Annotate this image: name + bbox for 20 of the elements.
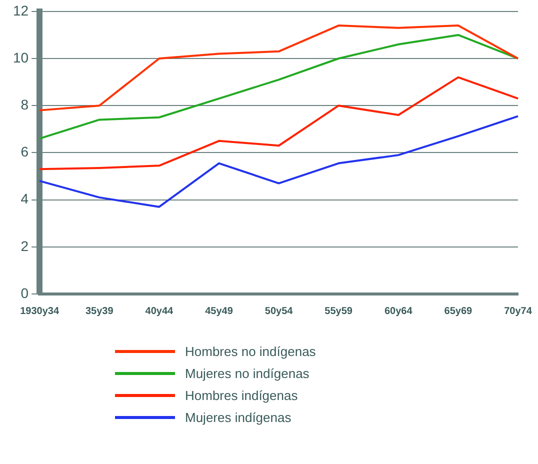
x-tick-label: 65y69 <box>444 306 473 317</box>
legend-label: Mujeres indígenas <box>185 410 292 424</box>
x-tick-label: 35y39 <box>85 306 114 317</box>
x-tick-label: 50y54 <box>264 306 294 317</box>
legend-label: Mujeres no indígenas <box>185 366 310 380</box>
y-tick-label: 10 <box>12 49 29 66</box>
y-tick-label: 12 <box>12 2 29 18</box>
y-tick-label: 2 <box>20 238 29 254</box>
legend-label: Hombres no indígenas <box>185 344 316 358</box>
x-tick-label: 45y49 <box>205 306 234 317</box>
x-tick-label: 1930y34 <box>20 306 60 317</box>
y-tick-label: 6 <box>20 144 29 160</box>
x-tick-label: 55y59 <box>324 306 353 317</box>
x-tick-label: 60y64 <box>384 306 413 317</box>
y-tick-label: 8 <box>20 96 29 112</box>
y-tick-label: 0 <box>20 284 29 301</box>
legend-label: Hombres indígenas <box>185 388 298 402</box>
x-tick-label: 40y44 <box>145 306 174 317</box>
x-tick-label: 70y74 <box>504 306 532 317</box>
y-tick-label: 4 <box>20 190 29 207</box>
